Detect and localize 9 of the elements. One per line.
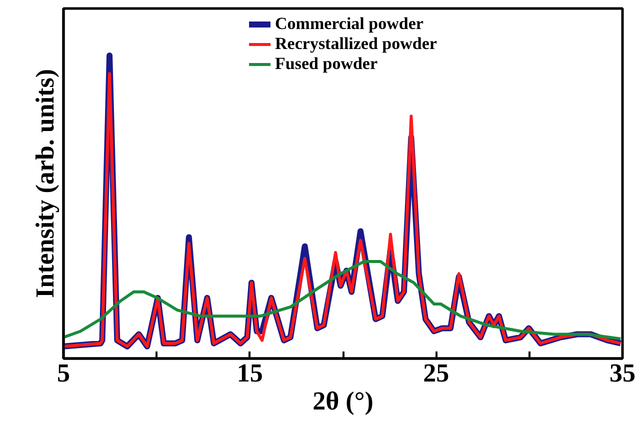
x-tick-label: 25 (423, 358, 450, 388)
x-tick-label: 5 (57, 358, 70, 388)
legend-label: Commercial powder (275, 14, 424, 34)
x-tick-label: 35 (610, 358, 636, 388)
y-axis-title: Intensity (arb. units) (30, 69, 60, 298)
x-tick-label: 15 (236, 358, 263, 388)
legend-label: Fused powder (275, 54, 378, 74)
x-axis-title: 2θ (°) (312, 386, 374, 416)
legend-label: Recrystallized powder (275, 34, 437, 54)
